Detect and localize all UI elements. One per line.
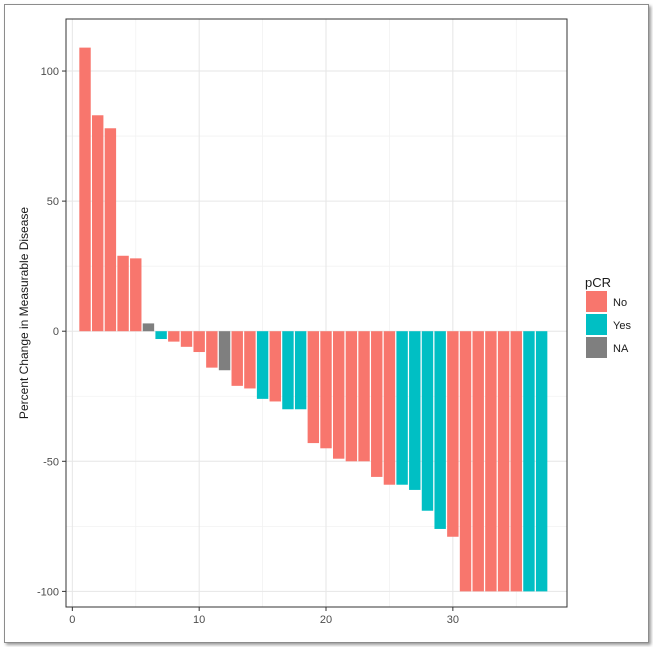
y-tick-label: 100 [41,66,59,78]
bar-17 [282,331,294,410]
bar-3 [104,128,117,332]
bar-26 [396,331,408,485]
bar-14 [244,331,256,389]
legend-title: pCR [585,275,611,290]
x-axis-ticks: 0 10 20 30 [69,607,459,626]
x-tick-label: 10 [193,614,205,626]
bar-8 [168,331,180,342]
bar-10 [193,331,205,353]
bar-32 [472,331,484,592]
bar-5 [130,258,142,332]
legend-key-no [586,291,607,312]
legend: pCR No Yes NA [585,275,631,358]
bar-4 [117,255,129,332]
x-tick-label: 0 [69,614,75,626]
bar-16 [269,331,281,402]
bar-29 [434,331,446,529]
bar-9 [180,331,193,347]
x-tick-label: 20 [320,614,332,626]
bar-12 [218,331,231,371]
y-axis-ticks: -100 -50 0 50 100 [37,66,66,598]
legend-label-no: No [613,297,627,309]
bar-34 [497,331,510,592]
bar-33 [485,331,497,592]
legend-key-yes [586,314,607,335]
bar-37 [535,331,548,592]
bar-21 [332,331,345,459]
y-tick-label: 50 [47,196,59,208]
bar-25 [383,331,396,485]
bar-27 [409,331,421,490]
legend-label-yes: Yes [613,320,631,332]
bar-18 [294,331,307,410]
bar-1 [79,47,91,332]
bar-22 [345,331,358,462]
legend-key-na [586,337,607,358]
bar-20 [320,331,332,449]
bar-19 [307,331,320,444]
legend-label-na: NA [613,343,629,355]
bar-35 [510,331,522,592]
plot-panel-border [65,18,568,608]
bar-28 [421,331,434,511]
y-tick-label: 0 [53,326,59,338]
bar-7 [155,331,167,340]
y-tick-label: -50 [43,456,59,468]
bar-36 [523,331,535,592]
bar-24 [371,331,383,477]
bar-30 [447,331,459,537]
bar-2 [92,115,104,332]
bar-11 [206,331,218,368]
bar-23 [358,331,370,462]
x-tick-label: 30 [447,614,459,626]
bar-31 [459,331,472,592]
y-axis-label: Percent Change in Measurable Disease [17,207,31,419]
bars-group [79,47,548,592]
y-tick-label: -100 [37,586,59,598]
bar-13 [231,331,243,386]
bar-15 [256,331,269,399]
bar-6 [142,323,155,332]
